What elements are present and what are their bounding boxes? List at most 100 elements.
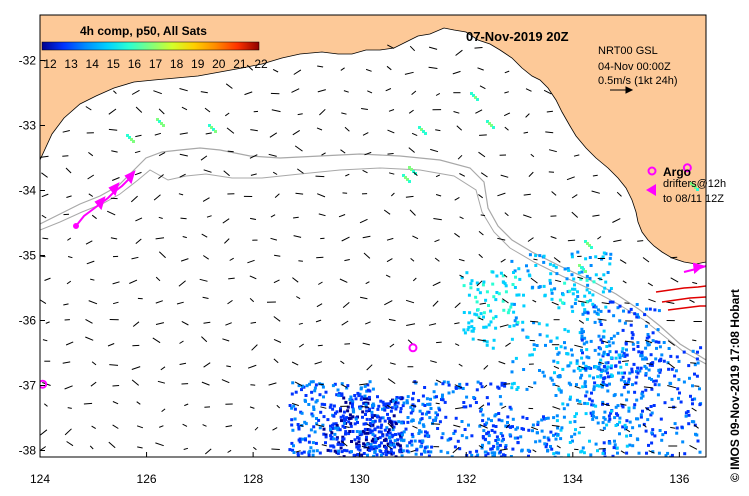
sst-pixel xyxy=(313,386,317,390)
sst-pixel xyxy=(462,284,466,288)
sst-pixel xyxy=(597,308,600,312)
sst-pixel xyxy=(339,415,343,419)
current-vector xyxy=(108,108,117,115)
sst-pixel xyxy=(677,396,680,400)
current-vector xyxy=(180,217,187,220)
current-vector xyxy=(66,280,72,285)
sst-pixel xyxy=(622,385,626,389)
sst-pixel xyxy=(326,418,330,422)
sst-pixel xyxy=(397,443,401,447)
sst-pixel xyxy=(556,361,560,365)
current-vector xyxy=(153,194,161,201)
sst-pixel xyxy=(374,437,378,441)
sst-pixel xyxy=(393,403,397,407)
sst-pixel xyxy=(667,367,671,371)
sst-pixel xyxy=(492,295,496,299)
sst-pixel xyxy=(584,412,588,416)
sst-pixel xyxy=(399,434,403,438)
current-vector xyxy=(533,258,538,261)
sst-pixel xyxy=(476,308,480,312)
sst-pixel xyxy=(550,297,554,301)
sst-pixel xyxy=(486,452,490,456)
current-vector xyxy=(222,218,230,224)
sst-pixel xyxy=(514,427,518,431)
sst-pixel xyxy=(637,451,641,455)
sst-pixel xyxy=(441,393,444,397)
current-vector xyxy=(386,258,393,263)
sst-pixel xyxy=(491,270,495,274)
sst-pixel xyxy=(339,446,343,450)
sst-pixel xyxy=(343,426,347,429)
current-vector xyxy=(388,172,395,175)
sst-pixel xyxy=(528,253,532,257)
sst-pixel xyxy=(689,394,692,398)
sst-pixel xyxy=(469,286,473,290)
sst-pixel xyxy=(309,428,313,432)
current-vector xyxy=(272,68,279,73)
sst-pixel xyxy=(692,184,695,187)
current-vector xyxy=(455,407,463,410)
sst-pixel xyxy=(418,126,421,129)
x-tick-label-126: 126 xyxy=(137,472,157,486)
current-vector xyxy=(435,129,441,132)
sst-pixel xyxy=(308,449,312,453)
sst-pixel xyxy=(503,282,507,286)
current-vector xyxy=(112,385,120,387)
sst-pixel xyxy=(554,437,558,441)
sst-pixel xyxy=(608,417,612,421)
current-vector xyxy=(42,339,48,342)
sst-pixel xyxy=(629,434,633,437)
sst-pixel xyxy=(376,437,380,441)
sst-pixel xyxy=(645,307,648,311)
sst-pixel xyxy=(519,435,523,439)
sst-pixel xyxy=(351,415,355,419)
sst-pixel xyxy=(512,271,515,274)
current-vector xyxy=(202,197,210,202)
sst-pixel xyxy=(580,373,584,377)
current-vector xyxy=(411,132,418,137)
sst-pixel xyxy=(483,437,487,441)
sst-pixel xyxy=(348,417,351,420)
current-vector xyxy=(202,296,209,299)
sst-pixel xyxy=(312,449,316,453)
sst-pixel xyxy=(625,451,629,455)
sst-pixel xyxy=(506,421,509,424)
sst-pixel xyxy=(563,341,566,345)
sst-pixel xyxy=(480,385,484,389)
sst-pixel xyxy=(584,240,587,243)
sst-pixel xyxy=(582,451,586,455)
sst-pixel xyxy=(438,408,442,412)
sst-pixel xyxy=(561,293,565,297)
current-vector xyxy=(574,344,583,348)
sst-pixel xyxy=(489,447,493,451)
x-axis-ticks: 124 126 128 130 132 134 136 xyxy=(30,452,690,486)
sst-pixel xyxy=(654,340,658,344)
sst-pixel xyxy=(405,444,409,448)
sst-pixel xyxy=(372,440,376,444)
current-vector xyxy=(577,300,587,303)
current-vector xyxy=(613,239,622,243)
current-vector xyxy=(112,424,119,429)
sst-pixel xyxy=(591,411,595,415)
current-vector xyxy=(40,299,47,305)
sst-pixel xyxy=(406,420,410,424)
sst-pixel xyxy=(675,426,679,430)
sst-pixel xyxy=(651,428,655,432)
sst-pixel xyxy=(438,420,442,424)
sst-pixel xyxy=(385,426,389,430)
current-vector xyxy=(498,361,506,365)
sst-pixel xyxy=(411,397,415,401)
sst-pixel xyxy=(566,403,570,407)
sst-pixel xyxy=(684,411,688,415)
sst-pixel xyxy=(552,433,555,437)
sst-pixel xyxy=(604,369,608,373)
sst-pixel xyxy=(580,356,584,360)
y-axis-ticks: -32-33-34-35-36-37-38 xyxy=(19,54,45,458)
current-vector xyxy=(571,211,579,218)
scale-arrow-icon xyxy=(610,86,634,94)
sst-pixel xyxy=(474,96,477,99)
current-vector xyxy=(409,209,416,216)
current-vector xyxy=(478,194,484,199)
sst-pixel xyxy=(563,346,567,350)
sst-pixel xyxy=(584,394,588,398)
